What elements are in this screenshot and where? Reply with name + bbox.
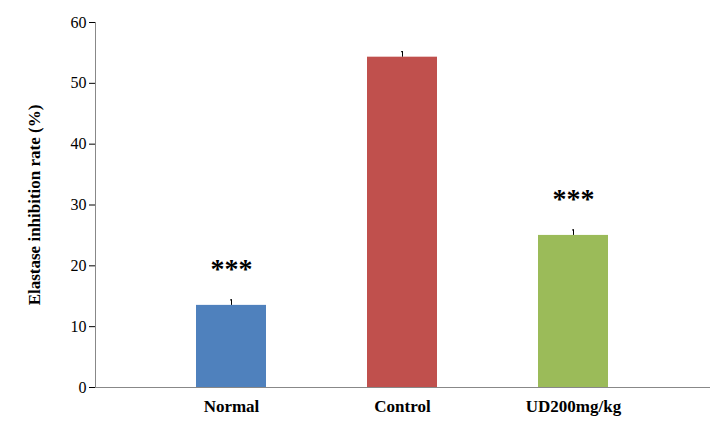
svg-text:60: 60	[71, 14, 87, 31]
svg-text:UD200mg/kg: UD200mg/kg	[526, 397, 622, 416]
svg-text:20: 20	[71, 257, 87, 274]
svg-text:30: 30	[71, 196, 87, 213]
svg-text:10: 10	[71, 318, 87, 335]
svg-text:50: 50	[71, 74, 87, 91]
svg-text:0: 0	[79, 379, 87, 396]
svg-text:Control: Control	[374, 397, 431, 416]
svg-text:***: ***	[553, 183, 595, 214]
svg-text:Normal: Normal	[204, 397, 260, 416]
svg-text:***: ***	[211, 253, 253, 284]
svg-text:Elastase inhibition rate (%): Elastase inhibition rate (%)	[25, 105, 44, 306]
svg-text:40: 40	[71, 135, 87, 152]
